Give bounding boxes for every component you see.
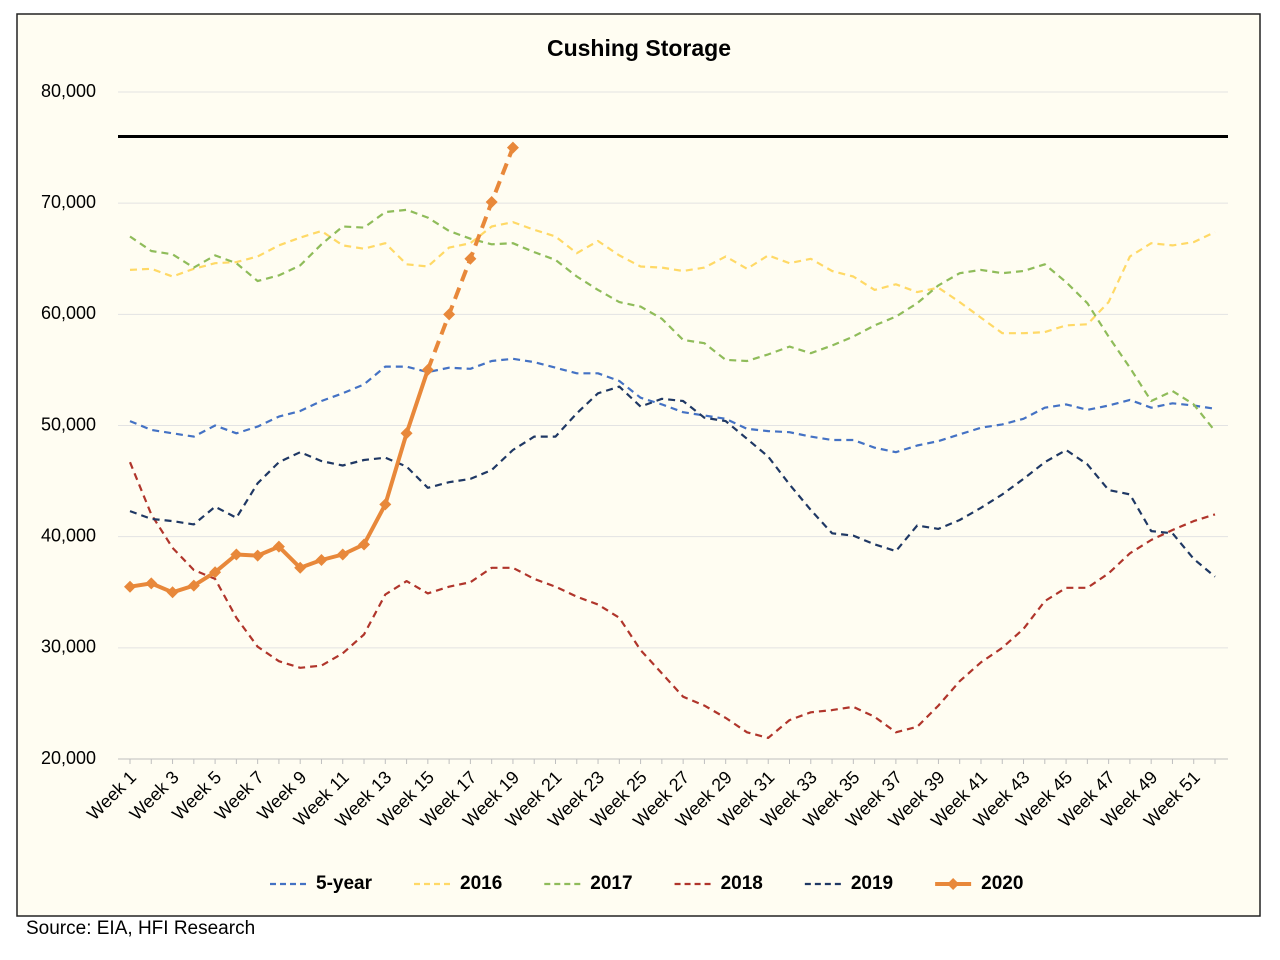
data-point — [187, 579, 200, 592]
legend-label: 5-year — [316, 873, 373, 894]
legend-label: 2016 — [460, 873, 502, 894]
series-line — [129, 385, 1216, 578]
data-point — [272, 540, 285, 553]
series-line — [129, 208, 1216, 432]
data-point — [336, 548, 349, 561]
data-point — [464, 252, 477, 265]
data-point — [209, 566, 222, 579]
data-point — [379, 498, 392, 511]
legend-label: 2020 — [981, 873, 1023, 894]
data-point — [400, 427, 413, 440]
data-point — [145, 577, 158, 590]
data-point — [230, 548, 243, 561]
data-point — [166, 586, 179, 599]
source-note: Source: EIA, HFI Research — [26, 918, 255, 939]
y-tick-label: 70,000 — [41, 192, 96, 212]
data-point — [358, 538, 371, 551]
y-tick-label: 60,000 — [41, 303, 96, 323]
legend-marker — [947, 878, 960, 890]
y-tick-label: 30,000 — [41, 637, 96, 657]
y-tick-label: 50,000 — [41, 414, 96, 434]
data-point — [421, 363, 434, 376]
data-point — [294, 561, 307, 574]
legend-label: 2017 — [590, 873, 632, 894]
chart-title: Cushing Storage — [547, 35, 731, 61]
series-line — [129, 221, 1216, 335]
y-tick-label: 20,000 — [41, 748, 96, 768]
data-point — [251, 549, 264, 562]
legend-label: 2019 — [851, 873, 893, 894]
data-point — [443, 308, 456, 321]
data-point — [124, 580, 136, 593]
y-tick-label: 40,000 — [41, 525, 96, 545]
series-line — [129, 357, 1216, 454]
y-tick-label: 80,000 — [41, 81, 96, 101]
legend-label: 2018 — [721, 873, 763, 894]
data-point — [485, 196, 498, 209]
chart-frame — [16, 13, 1261, 917]
data-point — [315, 554, 328, 567]
data-point — [506, 141, 519, 154]
series-line — [128, 461, 1216, 739]
